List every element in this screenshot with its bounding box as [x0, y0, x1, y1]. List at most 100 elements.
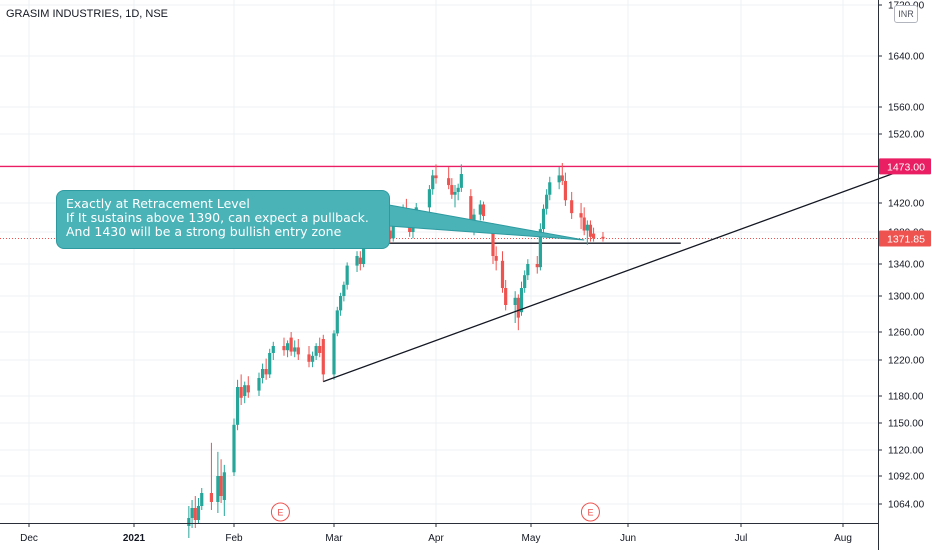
candle-body [264, 369, 268, 375]
candle-body [285, 343, 290, 351]
price-tags: 1473.00 1371.85 [879, 158, 931, 247]
price-tag-label: 1371.85 [887, 234, 925, 246]
candle-body [535, 264, 539, 268]
candle-body [318, 346, 322, 353]
candle [447, 167, 451, 190]
candle-body [239, 387, 243, 398]
candle [219, 459, 223, 503]
candle [450, 178, 454, 199]
candle [200, 488, 204, 510]
candle [285, 340, 290, 358]
candle-body [453, 191, 457, 195]
earnings-marker-label: E [277, 508, 283, 518]
candle [526, 259, 530, 280]
candle [310, 351, 315, 368]
candle-body [469, 196, 473, 221]
candle-body [282, 346, 286, 351]
earnings-marker: E [270, 502, 290, 522]
candle [431, 169, 435, 195]
candle [289, 332, 293, 356]
candle-body [243, 385, 247, 396]
annotation-callout[interactable]: Exactly at Retracement Level If It susta… [56, 190, 390, 249]
candle-body [447, 178, 451, 186]
candle [519, 281, 524, 316]
candle [548, 176, 552, 201]
candle-body [563, 180, 568, 201]
candle [235, 379, 240, 431]
candle [545, 189, 549, 215]
price-tick-label: 1420.00 [888, 199, 925, 210]
time-tick-label: Apr [428, 533, 444, 544]
chart-title: GRASIM INDUSTRIES, 1D, NSE [6, 8, 169, 20]
candle [588, 220, 593, 242]
candle [434, 164, 438, 184]
time-tick-label: Feb [225, 533, 243, 544]
callout-line-3: And 1430 will be a strong bullish entry … [66, 224, 342, 239]
grid-lines [0, 0, 878, 523]
candle [601, 232, 605, 242]
candle [560, 162, 564, 186]
candle [243, 381, 247, 404]
price-tick-label: 1064.00 [888, 500, 925, 511]
candle [260, 363, 265, 384]
candle-body [335, 310, 339, 334]
candle-body [345, 265, 349, 285]
candle-body [246, 385, 250, 393]
candle-body [293, 347, 297, 352]
candle-body [601, 236, 605, 239]
earnings-marker: E [580, 502, 600, 522]
candle-body [427, 189, 432, 208]
candle-body [434, 175, 438, 179]
candle [459, 164, 463, 192]
price-tick-label: 1120.00 [888, 446, 924, 457]
candle-body [491, 232, 495, 256]
candle [293, 340, 297, 358]
price-tag-bg [879, 230, 931, 247]
price-tick-label: 1150.00 [888, 419, 924, 430]
candle [494, 246, 498, 271]
candle [481, 201, 486, 221]
candle-body [219, 476, 223, 496]
time-tick-label: 2021 [123, 533, 146, 544]
candle-body [222, 472, 226, 500]
candle-body [307, 354, 311, 362]
candle [268, 348, 272, 378]
price-tick-label: 1640.00 [888, 52, 925, 63]
candle [591, 227, 596, 242]
candle-body [209, 493, 214, 502]
candle-body [560, 175, 564, 181]
candle-body [193, 508, 197, 520]
time-tick-label: Jun [620, 533, 636, 544]
candle-body [591, 233, 596, 239]
candle [196, 498, 201, 524]
earnings-marker-circle [270, 502, 290, 522]
candle-body [362, 241, 366, 264]
candle [264, 358, 268, 380]
candle [358, 251, 362, 271]
candle [557, 167, 561, 190]
candle-body [459, 174, 463, 188]
candle-body [557, 175, 561, 183]
candle [222, 464, 226, 516]
callout-pointer-wedge [388, 204, 585, 241]
candle-body [456, 187, 460, 192]
price-tick-label: 1180.00 [888, 392, 924, 403]
price-tick-label: 1092.00 [888, 472, 925, 483]
price-axis[interactable]: 1064.00 1092.00 1120.00 1150.00 1180.00 1220.… [878, 0, 925, 550]
candle-body [504, 288, 508, 305]
candle-body [268, 353, 272, 375]
price-tag: 1473.00 [879, 158, 931, 175]
currency-badge[interactable]: INR [894, 5, 918, 23]
time-axis[interactable]: Dec 2021 Feb Mar Apr May Jun Jul Aug [0, 523, 878, 544]
candle [239, 374, 243, 405]
candle [338, 292, 343, 316]
candle [271, 341, 275, 360]
candle-body [338, 296, 343, 311]
interval: 1D [125, 8, 140, 20]
candle [538, 223, 542, 271]
candle [504, 280, 508, 311]
candle-body [289, 337, 293, 352]
candle-body [260, 369, 265, 378]
